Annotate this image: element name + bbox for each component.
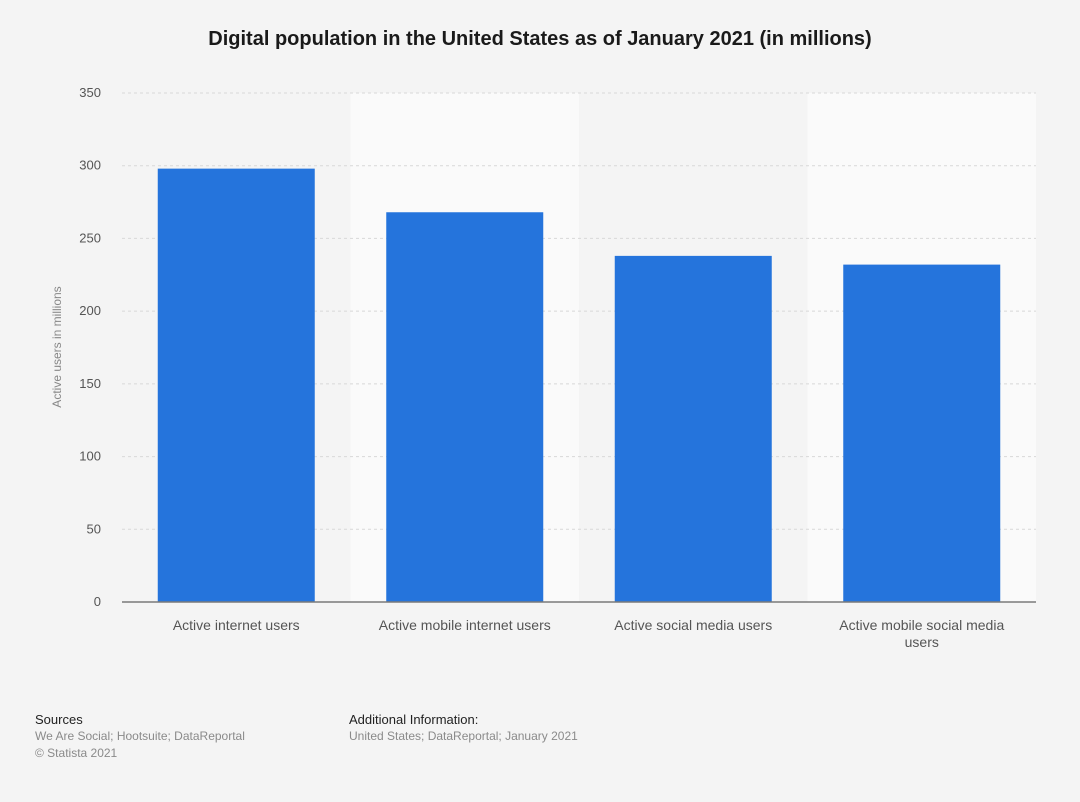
y-tick-label: 250 <box>79 230 101 245</box>
y-tick-label: 0 <box>94 594 101 609</box>
x-category-label: Active internet users <box>173 617 300 633</box>
x-category-label: Active mobile social media users <box>839 617 1004 650</box>
bar[interactable] <box>843 264 1001 602</box>
sources-heading: Sources <box>35 712 83 727</box>
y-tick-labels: 0 50 100 150 200 250 300 350 <box>79 85 101 609</box>
y-tick-label: 200 <box>79 303 101 318</box>
chart-title: Digital population in the United States … <box>208 28 872 50</box>
bars <box>157 168 1001 602</box>
sources-block: Sources We Are Social; Hootsuite; DataRe… <box>35 711 245 762</box>
bar[interactable] <box>386 212 544 602</box>
copyright-text: © Statista 2021 <box>35 746 118 760</box>
y-tick-label: 100 <box>79 449 101 464</box>
additional-info-heading: Additional Information: <box>349 712 479 727</box>
x-category-label: Active mobile internet users <box>379 617 551 633</box>
y-tick-label: 300 <box>79 158 101 173</box>
x-category-labels: Active internet users Active mobile inter… <box>173 617 1005 650</box>
additional-info-text: United States; DataReportal; January 202… <box>349 729 578 743</box>
additional-info-block: Additional Information: United States; D… <box>349 711 578 745</box>
y-axis-label: Active users in millions <box>50 286 64 407</box>
y-tick-label: 50 <box>87 521 101 536</box>
sources-text: We Are Social; Hootsuite; DataReportal <box>35 729 245 743</box>
bar[interactable] <box>614 255 772 602</box>
y-tick-label: 350 <box>79 85 101 100</box>
bar[interactable] <box>157 168 315 602</box>
x-category-label: Active social media users <box>614 617 772 633</box>
bar-chart: 0 50 100 150 200 250 300 350 Active internet us… <box>50 85 1036 650</box>
y-tick-label: 150 <box>79 376 101 391</box>
